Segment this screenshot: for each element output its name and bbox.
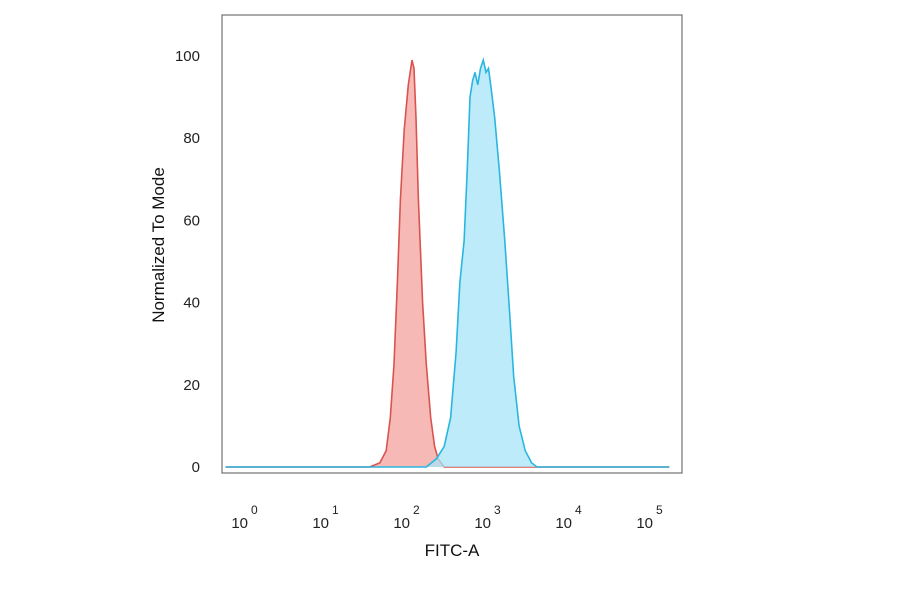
y-axis-title: Normalized To Mode <box>149 167 168 323</box>
x-tick-exponent: 0 <box>251 503 258 517</box>
x-tick-exponent: 5 <box>656 503 663 517</box>
x-tick-exponent: 3 <box>494 503 501 517</box>
x-tick-base: 10 <box>312 515 329 532</box>
x-tick-base: 10 <box>636 515 653 532</box>
x-tick-base: 10 <box>231 515 248 532</box>
y-tick-label: 40 <box>183 295 200 312</box>
y-tick-label: 20 <box>183 377 200 394</box>
x-tick-base: 10 <box>555 515 572 532</box>
x-tick-base: 10 <box>474 515 491 532</box>
y-tick-label: 100 <box>175 48 200 65</box>
x-tick-base: 10 <box>393 515 410 532</box>
y-tick-label: 80 <box>183 130 200 147</box>
y-tick-labels: 0 20 40 60 80 100 <box>175 48 200 476</box>
x-tick-exponent: 4 <box>575 503 582 517</box>
series-1-line <box>225 59 670 468</box>
y-tick-label: 0 <box>192 459 200 476</box>
x-tick-exponent: 1 <box>332 503 339 517</box>
x-tick-exponent: 2 <box>413 503 420 517</box>
x-axis-title: FITC-A <box>425 541 480 560</box>
y-tick-label: 60 <box>183 212 200 229</box>
series-2-line <box>225 57 670 468</box>
series-layer <box>225 57 670 468</box>
